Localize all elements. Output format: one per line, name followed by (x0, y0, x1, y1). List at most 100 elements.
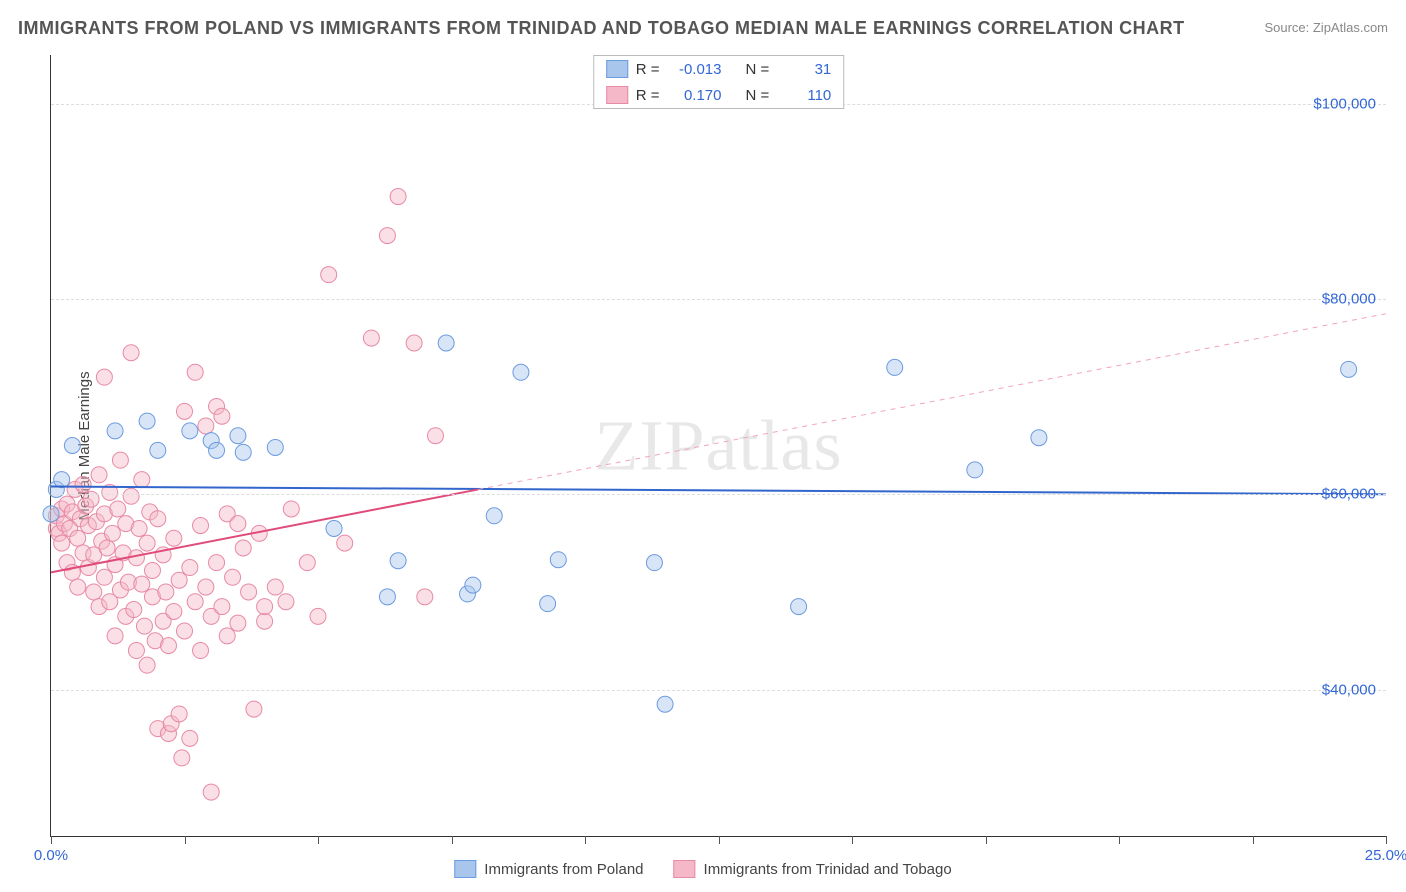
scatter-point (139, 413, 155, 429)
scatter-point (174, 750, 190, 766)
scatter-point (278, 594, 294, 610)
scatter-point (144, 562, 160, 578)
stats-row-trinidad: R = 0.170 N = 110 (594, 82, 844, 108)
scatter-point (513, 364, 529, 380)
n-label: N = (746, 61, 770, 78)
scatter-point (107, 423, 123, 439)
scatter-point (171, 706, 187, 722)
scatter-point (438, 335, 454, 351)
scatter-point (70, 579, 86, 595)
scatter-point (235, 444, 251, 460)
scatter-point (43, 506, 59, 522)
scatter-point (1341, 361, 1357, 377)
bottom-legend: Immigrants from Poland Immigrants from T… (454, 860, 951, 878)
scatter-point (209, 555, 225, 571)
scatter-point (193, 643, 209, 659)
y-tick-label: $60,000 (1322, 486, 1376, 503)
gridline-h (51, 299, 1386, 300)
y-tick-label: $100,000 (1313, 95, 1376, 112)
scatter-point (96, 369, 112, 385)
scatter-point (230, 428, 246, 444)
scatter-point (182, 423, 198, 439)
scatter-point (158, 584, 174, 600)
scatter-point (363, 330, 379, 346)
gridline-h (51, 690, 1386, 691)
scatter-point (283, 501, 299, 517)
scatter-point (182, 730, 198, 746)
x-tick (185, 836, 186, 844)
scatter-point (70, 530, 86, 546)
scatter-point (171, 572, 187, 588)
scatter-point (136, 618, 152, 634)
legend-label-trinidad: Immigrants from Trinidad and Tobago (704, 861, 952, 878)
scatter-point (193, 518, 209, 534)
scatter-point (198, 418, 214, 434)
scatter-point (257, 599, 273, 615)
scatter-point (230, 615, 246, 631)
scatter-point (187, 594, 203, 610)
legend-item-poland: Immigrants from Poland (454, 860, 643, 878)
scatter-point (128, 643, 144, 659)
scatter-point (214, 599, 230, 615)
scatter-point (540, 596, 556, 612)
scatter-point (123, 488, 139, 504)
scatter-point (550, 552, 566, 568)
scatter-point (134, 472, 150, 488)
scatter-point (967, 462, 983, 478)
scatter-point (134, 576, 150, 592)
scatter-point (225, 569, 241, 585)
scatter-point (150, 511, 166, 527)
scatter-point (337, 535, 353, 551)
scatter-point (390, 553, 406, 569)
scatter-point (209, 442, 225, 458)
x-tick (452, 836, 453, 844)
scatter-point (182, 560, 198, 576)
x-tick (986, 836, 987, 844)
scatter-point (64, 438, 80, 454)
scatter-point (1031, 430, 1047, 446)
scatter-point (139, 535, 155, 551)
scatter-svg (51, 55, 1386, 836)
x-tick (51, 836, 52, 844)
scatter-point (177, 403, 193, 419)
scatter-point (177, 623, 193, 639)
x-tick (1253, 836, 1254, 844)
scatter-point (465, 577, 481, 593)
scatter-point (267, 579, 283, 595)
scatter-point (131, 520, 147, 536)
scatter-point (646, 555, 662, 571)
scatter-point (257, 613, 273, 629)
swatch-poland (606, 60, 628, 78)
legend-swatch-poland (454, 860, 476, 878)
scatter-point (112, 452, 128, 468)
scatter-point (123, 345, 139, 361)
scatter-point (160, 638, 176, 654)
scatter-point (427, 428, 443, 444)
legend-swatch-trinidad (674, 860, 696, 878)
scatter-point (54, 535, 70, 551)
x-tick (1119, 836, 1120, 844)
scatter-point (417, 589, 433, 605)
scatter-point (54, 472, 70, 488)
legend-item-trinidad: Immigrants from Trinidad and Tobago (674, 860, 952, 878)
scatter-point (230, 516, 246, 532)
chart-title: IMMIGRANTS FROM POLAND VS IMMIGRANTS FRO… (18, 18, 1185, 39)
scatter-point (267, 439, 283, 455)
scatter-point (96, 569, 112, 585)
scatter-point (110, 501, 126, 517)
scatter-point (99, 540, 115, 556)
scatter-point (657, 696, 673, 712)
x-tick (852, 836, 853, 844)
scatter-point (887, 359, 903, 375)
legend-label-poland: Immigrants from Poland (484, 861, 643, 878)
scatter-point (107, 628, 123, 644)
scatter-point (91, 467, 107, 483)
n-label: N = (746, 87, 770, 104)
scatter-point (187, 364, 203, 380)
scatter-point (198, 579, 214, 595)
scatter-point (203, 784, 219, 800)
x-tick (318, 836, 319, 844)
scatter-point (219, 628, 235, 644)
scatter-point (139, 657, 155, 673)
scatter-point (235, 540, 251, 556)
